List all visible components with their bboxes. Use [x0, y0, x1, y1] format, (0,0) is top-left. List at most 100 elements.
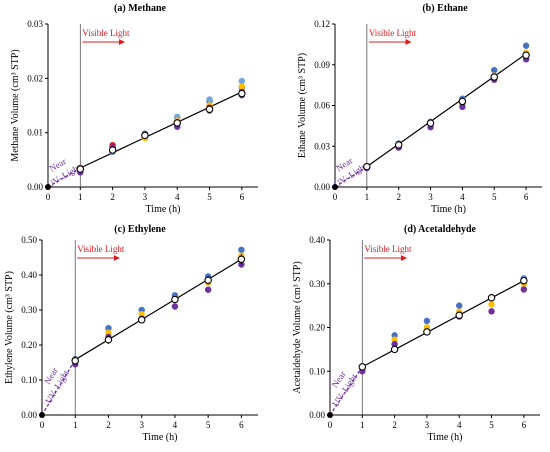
fit-line [80, 91, 243, 169]
data-point [390, 345, 399, 354]
y-tick-label: 0.00 [21, 410, 37, 420]
y-tick-label: 0.20 [309, 323, 325, 333]
data-point [238, 83, 246, 90]
data-point [141, 131, 149, 140]
data-point [76, 165, 85, 173]
x-axis-label: Time (h) [431, 204, 466, 215]
x-tick-label: 1 [73, 420, 78, 430]
y-axis-label: Methane Volume (cm³ STP) [10, 49, 21, 161]
data-point [332, 184, 338, 190]
data-point [458, 97, 467, 106]
x-tick-label: 4 [457, 420, 462, 430]
data-point [490, 73, 498, 81]
uv-dashed-line [334, 166, 368, 188]
y-tick-label: 0.40 [21, 270, 37, 280]
data-point [104, 335, 113, 344]
y-tick-label: 0.20 [21, 340, 37, 350]
x-tick-label: 4 [175, 192, 180, 202]
panel-title: (b) Ethane [422, 3, 468, 14]
data-point [522, 42, 530, 49]
uv-dashed-line [47, 167, 81, 188]
x-tick-label: 1 [360, 420, 365, 430]
data-point [488, 301, 495, 308]
data-point [206, 96, 213, 103]
x-tick-label: 3 [425, 420, 430, 430]
y-tick-label: 0.03 [314, 141, 330, 151]
y-tick-label: 0.01 [27, 128, 43, 138]
data-point [391, 340, 398, 348]
data-point [488, 308, 495, 315]
y-tick-label: 0.50 [21, 235, 37, 245]
data-point [237, 255, 246, 263]
data-point [358, 363, 367, 371]
data-point [45, 184, 51, 190]
data-point [487, 293, 496, 302]
chart-panel-1: (a) Methane 0.00 0.01 0.02 0.03 0 1 2 3 4 5 6 Time (… [10, 3, 258, 215]
data-point [423, 317, 431, 325]
panel-title: (c) Ethylene [114, 224, 166, 235]
data-point [426, 119, 435, 127]
fit-line [74, 258, 242, 361]
panel-title: (a) Methane [114, 3, 166, 14]
y-tick-label: 0.12 [314, 19, 330, 29]
data-point [423, 328, 431, 336]
data-point [327, 412, 333, 418]
data-point [39, 412, 45, 418]
x-tick-label: 0 [333, 192, 338, 202]
x-tick-label: 6 [240, 192, 245, 202]
data-point [108, 146, 117, 154]
data-point [171, 303, 179, 310]
x-tick-label: 0 [328, 420, 333, 430]
data-point [238, 77, 246, 85]
y-tick-label: 0.30 [21, 305, 37, 315]
x-tick-label: 2 [396, 192, 401, 202]
data-point [205, 105, 214, 114]
y-tick-label: 0.10 [309, 366, 325, 376]
x-tick-label: 1 [78, 192, 83, 202]
x-tick-label: 2 [106, 420, 111, 430]
fit-line [362, 280, 525, 368]
y-tick-label: 0.00 [309, 410, 325, 420]
x-tick-label: 5 [492, 192, 497, 202]
data-point [105, 325, 112, 332]
data-point [204, 286, 212, 293]
data-point [394, 141, 403, 149]
data-point [520, 286, 528, 293]
y-tick-label: 0.00 [27, 182, 43, 192]
x-tick-label: 6 [522, 420, 527, 430]
visible-light-label: Visible Light [369, 28, 417, 38]
y-tick-label: 0.30 [309, 279, 325, 289]
x-tick-label: 6 [524, 192, 529, 202]
data-point [238, 89, 246, 98]
x-tick-label: 6 [239, 420, 244, 430]
x-axis-label: Time (h) [146, 204, 181, 215]
data-point [171, 295, 179, 304]
y-axis-label: Ethane Volume (cm³ STP) [297, 53, 308, 158]
x-tick-label: 3 [428, 192, 433, 202]
data-point [173, 119, 181, 127]
y-tick-label: 0.00 [314, 182, 330, 192]
data-point [491, 66, 498, 74]
y-tick-label: 0.02 [27, 73, 43, 83]
y-axis-label: Ethylene Volume (cm³ STP) [4, 271, 15, 384]
data-point [455, 311, 463, 319]
data-point [238, 246, 245, 253]
y-tick-label: 0.09 [314, 60, 330, 70]
data-point [71, 356, 79, 365]
data-point [138, 311, 145, 318]
y-axis-label: Acetaldehyde Volume (cm³ STP) [292, 261, 303, 393]
x-tick-label: 5 [206, 420, 211, 430]
data-point [459, 103, 466, 111]
data-point [363, 162, 371, 171]
data-point [522, 51, 530, 59]
data-point [520, 276, 528, 285]
panel-title: (d) Acetaldehyde [404, 224, 477, 235]
fit-line [366, 53, 527, 168]
chart-panel-3: (c) Ethylene 0.00 0.10 0.20 0.30 0.40 0.50 0 1 2 3… [4, 224, 258, 443]
chart-panel-4: (d) Acetaldehyde 0.00 0.10 0.20 0.30 0.40 0 1 2 3… [292, 224, 540, 443]
x-tick-label: 5 [207, 192, 212, 202]
x-tick-label: 0 [46, 192, 51, 202]
x-tick-label: 3 [139, 420, 144, 430]
uv-dashed-line [41, 359, 76, 416]
